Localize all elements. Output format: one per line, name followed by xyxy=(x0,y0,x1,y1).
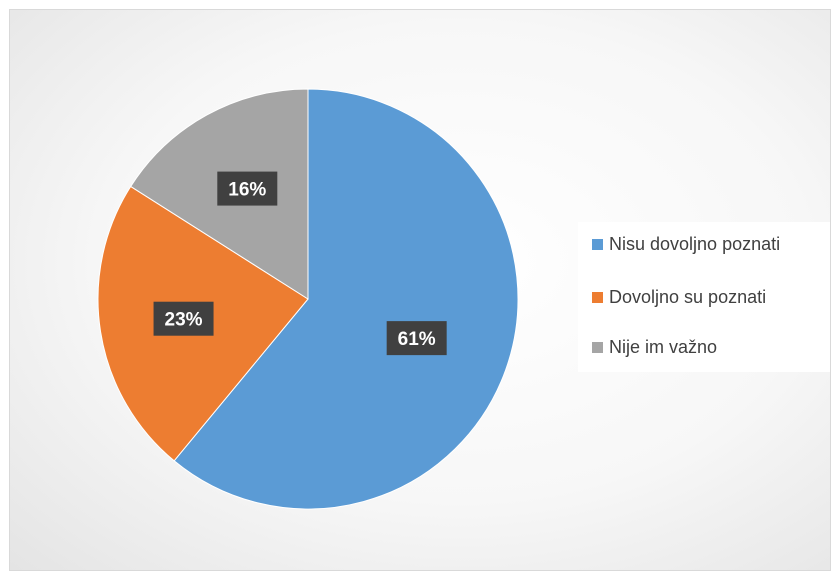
data-label-nisu: 61% xyxy=(386,321,447,356)
data-label-dovoljno-box xyxy=(153,301,214,336)
data-label-dovoljno: 23% xyxy=(153,301,214,336)
data-label-nije-text: 16% xyxy=(228,180,266,201)
legend-item-nisu: Nisu dovoljno poznati xyxy=(592,232,780,256)
legend-item-dovoljno: Dovoljno su poznati xyxy=(592,285,766,309)
pie-slice-nisu xyxy=(173,88,519,510)
legend-label-nije: Nije im važno xyxy=(609,336,718,357)
data-label-dovoljno-text: 23% xyxy=(165,310,203,331)
legend-swatch-nije xyxy=(592,341,603,353)
legend-swatch-dovoljno xyxy=(592,291,603,303)
legend-item-nije: Nije im važno xyxy=(592,335,717,359)
legend-swatch-nisu xyxy=(592,238,603,250)
data-label-nije: 16% xyxy=(217,171,278,206)
legend-label-nisu: Nisu dovoljno poznati xyxy=(609,233,781,254)
data-label-nije-box xyxy=(217,171,278,206)
legend-label-dovoljno: Dovoljno su poznati xyxy=(609,286,767,307)
data-label-nisu-text: 61% xyxy=(398,329,436,350)
legend: Nisu dovoljno poznati Dovoljno su poznat… xyxy=(578,222,830,372)
data-label-nisu-box xyxy=(386,321,447,356)
